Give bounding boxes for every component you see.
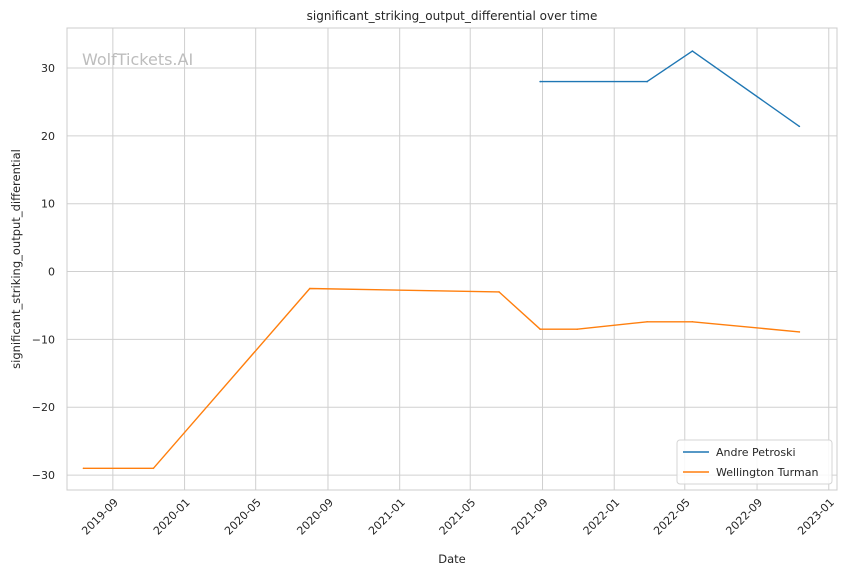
x-axis-ticks: 2019-09 2020-01 2020-05 2020-09 2021-01 2021-… (79, 496, 837, 538)
data-point-wellington-turman (539, 328, 541, 331)
plot-frame (66, 27, 838, 491)
x-tick-label: 2020-09 (294, 496, 336, 538)
data-point-wellington-turman (82, 467, 85, 470)
watermark: WolfTickets.AI (82, 50, 193, 69)
y-axis-ticks: 30 20 10 0 −10 −20 −30 (32, 62, 55, 482)
y-tick-label: 0 (48, 266, 55, 279)
y-gridlines (67, 67, 837, 476)
data-point-andre-petroski (539, 80, 541, 83)
x-tick-label: 2022-05 (651, 496, 693, 538)
x-tick-label: 2021-01 (366, 496, 408, 538)
x-tick-label: 2021-05 (437, 496, 479, 538)
chart-title: significant_striking_output_differential… (307, 9, 598, 23)
series-lines (82, 50, 801, 470)
data-point-andre-petroski (691, 50, 694, 52)
data-point-wellington-turman (691, 320, 694, 323)
y-axis-label: significant_striking_output_differential (9, 149, 23, 369)
legend-label-andre-petroski: Andre Petroski (716, 446, 796, 459)
legend: Andre Petroski Wellington Turman (676, 439, 833, 485)
x-tick-label: 2020-05 (222, 496, 264, 538)
data-point-wellington-turman (576, 328, 578, 331)
data-point-wellington-turman (498, 291, 500, 293)
x-tick-label: 2023-01 (795, 496, 837, 538)
y-tick-label: 20 (41, 130, 55, 143)
x-tick-label: 2020-01 (151, 496, 193, 538)
data-point-wellington-turman (798, 331, 801, 333)
y-tick-label: −10 (32, 333, 55, 346)
x-tick-label: 2022-09 (723, 496, 765, 538)
data-point-andre-petroski (646, 80, 648, 83)
y-tick-label: −20 (32, 401, 55, 414)
data-point-andre-petroski (798, 125, 801, 128)
data-point-wellington-turman (152, 467, 155, 470)
legend-box (676, 439, 833, 485)
x-tick-label: 2022-01 (581, 496, 623, 538)
x-tick-label: 2021-09 (509, 496, 551, 538)
y-tick-label: 30 (41, 62, 55, 75)
x-tick-label: 2019-09 (79, 496, 121, 538)
data-point-wellington-turman (646, 320, 648, 323)
series-line-andre-petroski (540, 50, 800, 127)
legend-label-wellington-turman: Wellington Turman (716, 466, 818, 479)
data-point-wellington-turman (308, 287, 311, 290)
x-gridlines (112, 28, 830, 490)
y-tick-label: −30 (32, 469, 55, 482)
x-axis-label: Date (438, 552, 466, 566)
y-tick-label: 10 (41, 198, 55, 211)
